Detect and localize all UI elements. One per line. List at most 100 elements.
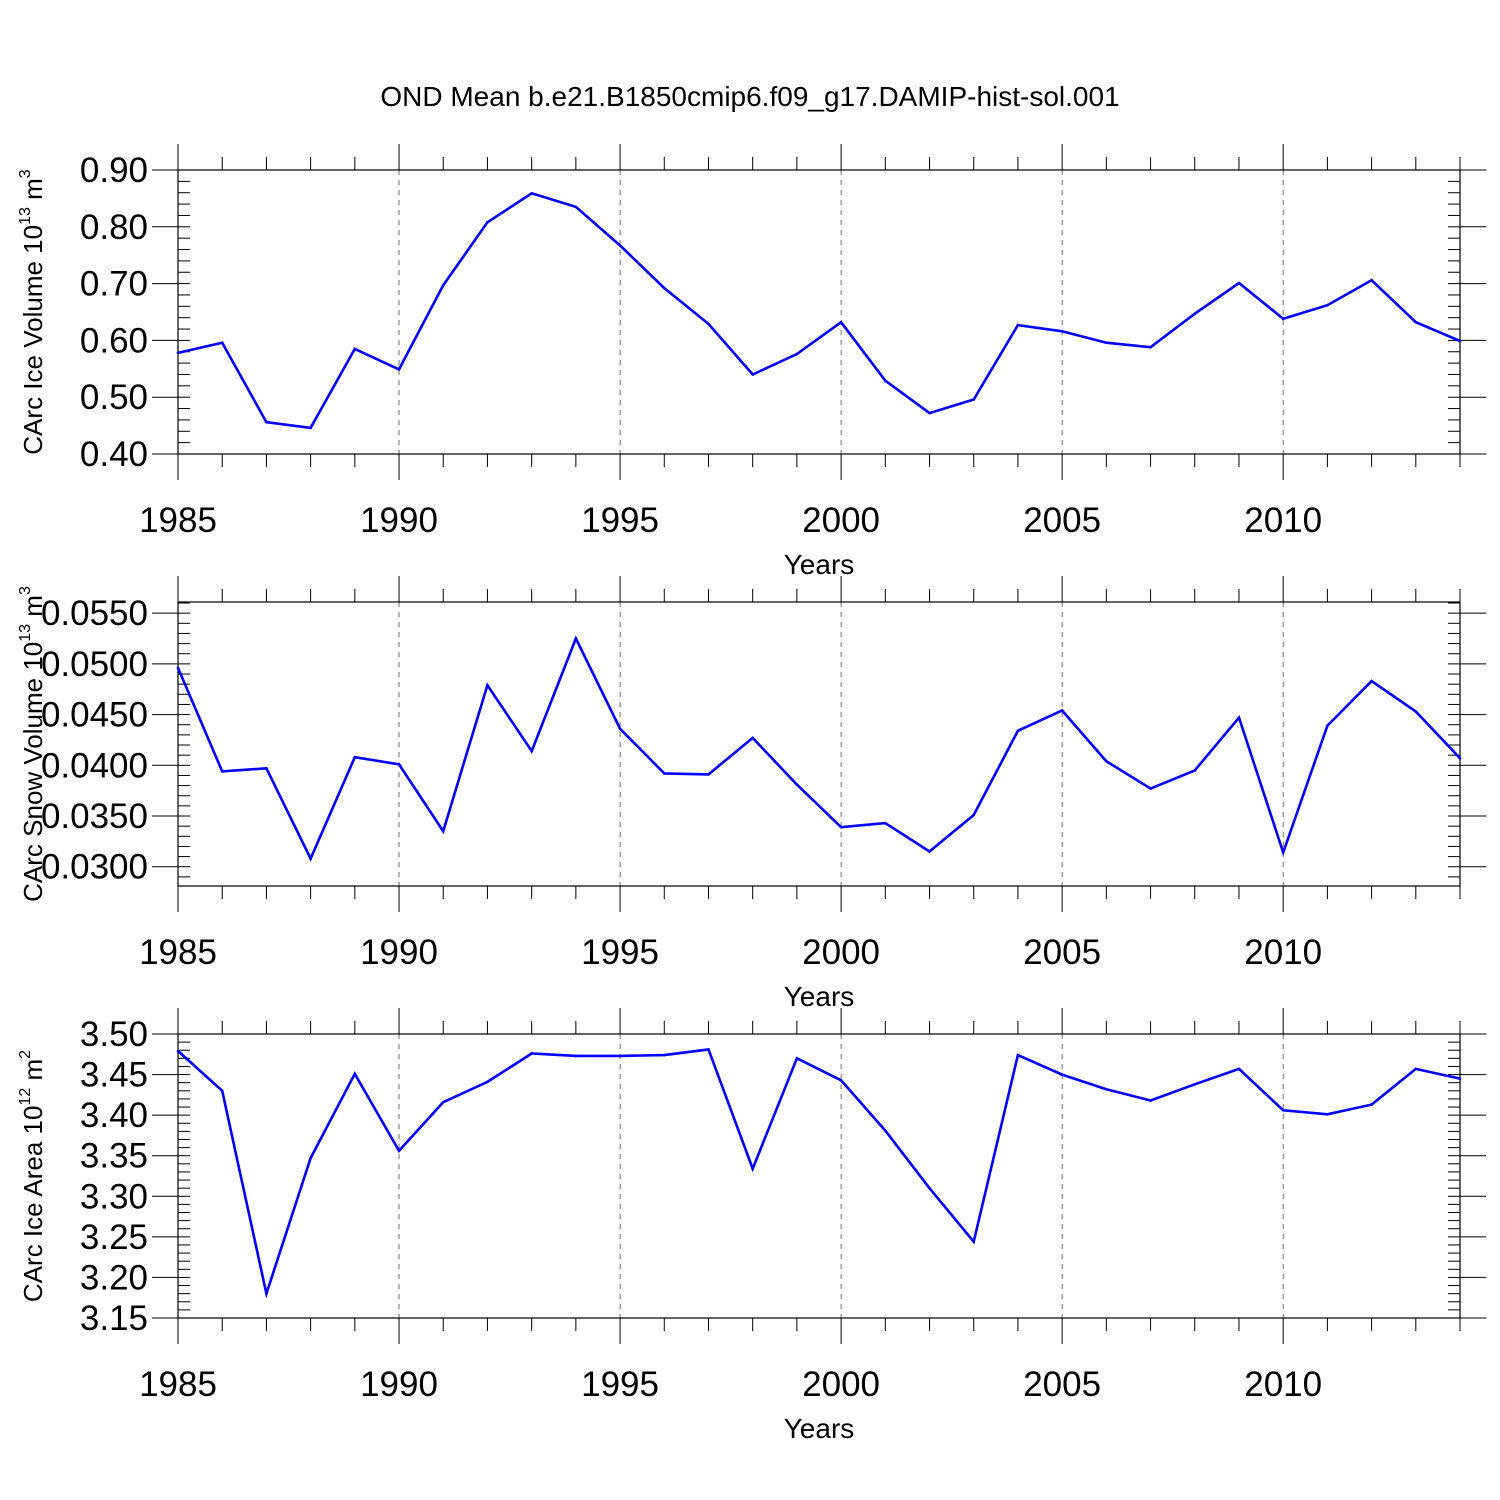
data-point	[309, 1156, 312, 1160]
x-tick-label: 1990	[360, 1365, 438, 1404]
data-point	[1458, 339, 1462, 343]
y-axis-title-main: CArc Ice Area 10	[18, 1106, 48, 1303]
y-axis-title: CArc Ice Volume 1013 m3	[17, 169, 48, 454]
data-point	[1281, 851, 1285, 854]
data-point	[972, 398, 976, 401]
data-point	[1105, 341, 1108, 344]
data-point	[662, 772, 666, 775]
y-tick-label: 3.45	[80, 1056, 148, 1095]
data-point	[839, 1078, 843, 1082]
data-point	[574, 637, 578, 640]
data-point	[441, 829, 445, 833]
data-point	[1016, 323, 1020, 327]
data-point	[1105, 1087, 1108, 1091]
data-point	[265, 420, 268, 424]
y-axis-title-exp: 13	[17, 207, 34, 225]
data-point	[1237, 1067, 1241, 1071]
y-tick-label: 0.50	[80, 378, 148, 417]
y-tick-label: 0.80	[80, 208, 148, 247]
y-tick-label: 3.25	[80, 1218, 148, 1257]
data-point	[1149, 1099, 1152, 1102]
data-point	[928, 411, 931, 415]
data-point	[618, 1054, 622, 1058]
data-point	[1193, 1083, 1197, 1086]
data-point	[353, 755, 357, 759]
data-point	[220, 341, 224, 344]
x-tick-label: 2005	[1023, 1365, 1101, 1404]
x-tick-label: 1985	[139, 933, 217, 972]
x-tick-label: 2010	[1244, 933, 1322, 972]
y-tick-label: 0.0450	[41, 696, 148, 735]
data-point	[618, 244, 622, 247]
x-axis-title: Years	[784, 549, 855, 580]
y-axis-title: CArc Snow Volume 1013 m3	[17, 586, 48, 902]
data-point	[1370, 278, 1373, 282]
data-point	[795, 783, 799, 786]
data-point	[1149, 787, 1152, 790]
data-point	[530, 1052, 533, 1055]
data-point	[751, 736, 754, 740]
data-point	[1016, 1053, 1020, 1057]
x-tick-label: 2010	[1244, 1365, 1322, 1404]
data-point	[441, 284, 445, 287]
data-point	[1326, 724, 1329, 728]
data-point	[1016, 729, 1020, 733]
data-point	[1414, 320, 1418, 324]
data-point	[884, 1129, 887, 1132]
data-point	[530, 191, 533, 195]
data-point	[220, 770, 224, 773]
x-axis-title: Years	[784, 981, 855, 1012]
y-axis-title-unit: m	[18, 1059, 48, 1088]
y-tick-label: 3.40	[80, 1096, 148, 1135]
data-point	[353, 1072, 357, 1076]
y-tick-label: 0.0500	[41, 645, 148, 684]
y-tick-label: 3.35	[80, 1137, 148, 1176]
data-point	[1414, 710, 1418, 713]
x-tick-label: 1995	[581, 1365, 659, 1404]
y-axis-title-unit-exp: 3	[17, 169, 34, 178]
data-point	[397, 762, 401, 766]
data-point	[839, 320, 843, 324]
data-point	[1193, 769, 1197, 772]
data-point	[1281, 1108, 1285, 1112]
data-point	[220, 1089, 224, 1093]
data-point	[1193, 312, 1197, 316]
data-point	[884, 821, 887, 825]
y-tick-label: 0.90	[80, 151, 148, 190]
data-point	[265, 1292, 268, 1295]
data-point	[1237, 281, 1241, 285]
series-line	[177, 1047, 1461, 1299]
y-tick-label: 0.40	[80, 435, 148, 474]
data-point	[176, 666, 180, 670]
data-point	[1105, 759, 1108, 763]
plot-frame	[177, 1033, 1461, 1319]
x-axis-title: Years	[784, 1413, 855, 1444]
data-point	[928, 850, 931, 853]
data-point	[530, 749, 533, 753]
y-axis-title-unit-exp: 2	[17, 1050, 34, 1059]
y-tick-label: 0.0400	[41, 746, 148, 785]
data-point	[1060, 1073, 1064, 1076]
chart-title: OND Mean b.e21.B1850cmip6.f09_g17.DAMIP-…	[380, 81, 1119, 112]
data-point	[176, 351, 180, 355]
data-point	[884, 379, 887, 383]
data-point	[1149, 345, 1152, 349]
data-point	[972, 813, 976, 817]
y-tick-label: 3.15	[80, 1299, 148, 1338]
panel-3: 3.153.203.253.303.353.403.453.50 1985 1990…	[17, 1008, 1486, 1444]
data-point	[707, 773, 710, 776]
data-point	[1281, 317, 1285, 321]
data-point	[265, 767, 268, 770]
data-point	[928, 1186, 931, 1190]
data-point	[1370, 1103, 1373, 1106]
data-point	[353, 347, 357, 351]
data-point	[1414, 1067, 1418, 1071]
data-point	[751, 373, 754, 376]
x-tick-label: 1990	[360, 501, 438, 540]
data-point	[1060, 709, 1064, 712]
y-tick-label: 0.0550	[41, 594, 148, 633]
panels: 0.40 0.50 0.60 0.70 0.80 0.90 1985 1990 1995 2000…	[17, 144, 1486, 1444]
y-axis-title-unit-exp: 3	[17, 586, 34, 595]
panel-1: 0.40 0.50 0.60 0.70 0.80 0.90 1985 1990 1995 2000…	[17, 144, 1486, 580]
y-tick-label: 0.60	[80, 321, 148, 360]
